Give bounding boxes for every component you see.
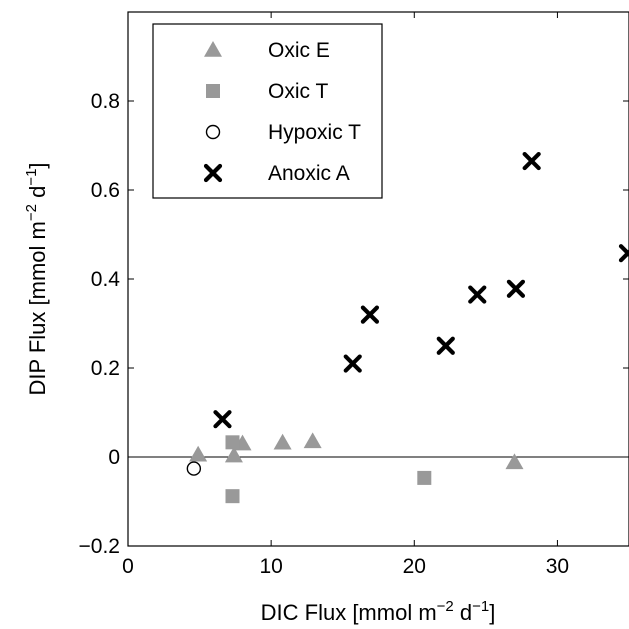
point-anoxic-a xyxy=(468,285,487,304)
point-anoxic-a xyxy=(343,354,362,373)
y-tick-label: 0.2 xyxy=(91,357,120,380)
legend-label-hypoxic-t: Hypoxic T xyxy=(268,121,361,144)
x-tick-label: 20 xyxy=(403,555,426,578)
legend-label-anoxic-a: Anoxic A xyxy=(268,162,350,185)
point-anoxic-a xyxy=(522,151,541,171)
point-anoxic-a xyxy=(213,410,232,429)
x-tick-label: 10 xyxy=(259,555,282,578)
y-tick-label: −0.2 xyxy=(79,535,120,558)
legend-marker-hypoxic-t xyxy=(205,124,221,140)
point-oxic-e xyxy=(224,446,243,463)
legend-item-anoxic-a: Anoxic A xyxy=(203,162,350,185)
y-tick-label: 0.4 xyxy=(91,268,121,291)
point-anoxic-a xyxy=(506,279,526,298)
y-tick-label: 0 xyxy=(108,446,120,469)
legend-item-oxic-e: Oxic E xyxy=(204,39,330,62)
point-oxic-t xyxy=(225,489,240,504)
legend-marker-oxic-e xyxy=(204,41,222,57)
y-tick-label: 0.8 xyxy=(91,90,120,113)
point-oxic-e xyxy=(303,432,322,449)
legend-label-oxic-t: Oxic T xyxy=(268,80,328,103)
y-tick-label: 0.6 xyxy=(91,179,120,202)
point-anoxic-a xyxy=(360,305,380,324)
legend-item-hypoxic-t: Hypoxic T xyxy=(205,121,361,144)
legend-label-oxic-e: Oxic E xyxy=(268,39,330,62)
y-axis-title: DIP Flux [mmol m−2 d−1] xyxy=(23,162,50,395)
legend: Oxic E Oxic T Hypoxic T Anoxic A xyxy=(152,23,383,199)
point-anoxic-a xyxy=(618,244,629,263)
point-oxic-t xyxy=(417,470,432,485)
data-marks xyxy=(186,151,629,504)
point-anoxic-a xyxy=(436,336,455,355)
x-axis-title: DIC Flux [mmol m−2 d−1] xyxy=(261,598,496,625)
legend-marker-oxic-t xyxy=(206,84,220,98)
point-hypoxic-t xyxy=(186,461,202,476)
y-tick-labels: −0.2 0 0.2 0.4 0.6 0.8 xyxy=(79,90,121,558)
axis-ticks xyxy=(127,12,629,547)
x-tick-label: 0 xyxy=(122,555,134,578)
x-tick-label: 30 xyxy=(546,555,569,578)
point-oxic-e xyxy=(273,433,292,450)
x-tick-labels: 0 10 20 30 xyxy=(122,555,569,578)
point-oxic-t xyxy=(225,435,240,450)
legend-marker-anoxic-a xyxy=(203,163,223,183)
legend-box xyxy=(152,23,383,199)
legend-item-oxic-t: Oxic T xyxy=(206,80,328,103)
point-oxic-e xyxy=(189,445,208,462)
point-oxic-e xyxy=(505,453,524,470)
